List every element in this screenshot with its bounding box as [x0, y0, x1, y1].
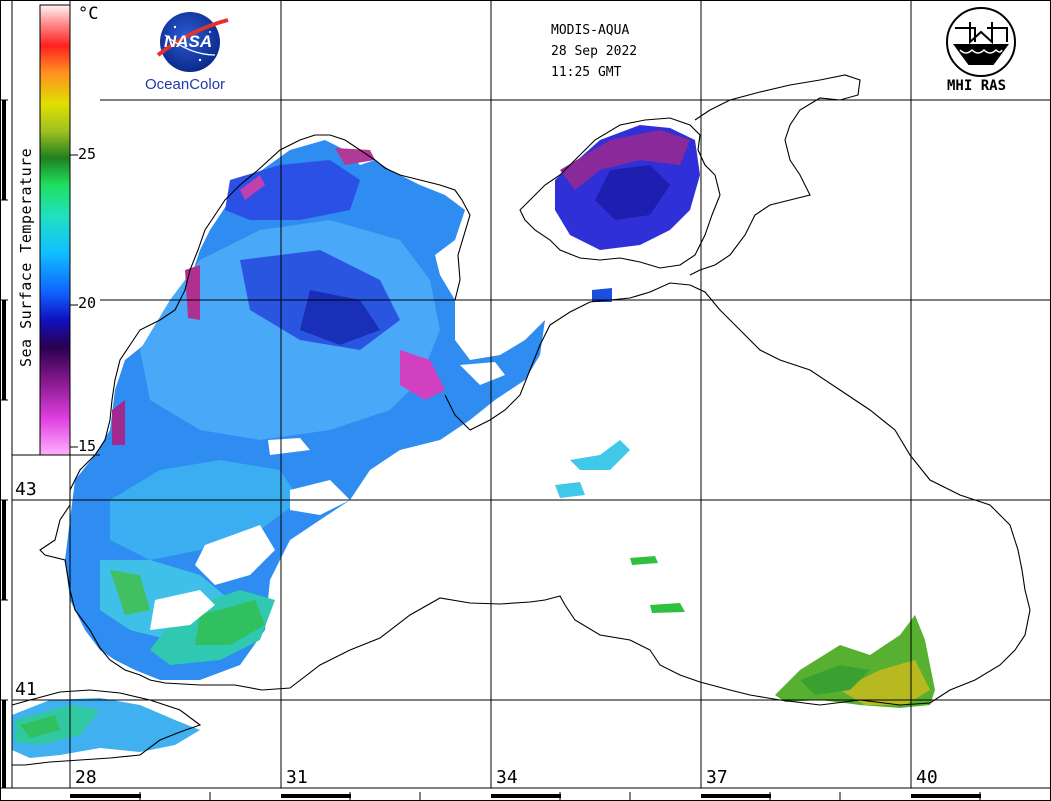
- coastline: [11, 74, 1031, 766]
- sst-west-basin: [65, 140, 545, 680]
- cloud-masks: [150, 362, 505, 630]
- date-label: 28 Sep 2022: [551, 44, 638, 59]
- time-label: 11:25 GMT: [551, 65, 622, 80]
- colorbar-tick: 25: [78, 145, 97, 163]
- sst-azov: [555, 125, 700, 302]
- longitude-label: 28: [75, 767, 97, 788]
- colorbar-tick: 20: [78, 294, 97, 312]
- sst-marmara: [12, 698, 200, 758]
- nasa-logo: [156, 12, 229, 72]
- nasa-wordmark: NASA: [164, 32, 213, 51]
- longitude-label: 34: [496, 767, 518, 788]
- colorbar-title: Sea Surface Temperature: [17, 147, 35, 367]
- colorbar-tick: 15: [78, 437, 97, 455]
- latitude-label: 43: [15, 479, 37, 500]
- longitude-label: 37: [706, 767, 728, 788]
- latitude-label: 41: [15, 679, 37, 700]
- mhi-logo: [946, 7, 1016, 77]
- colorbar-unit: °C: [78, 4, 99, 24]
- sst-east-patches: [555, 440, 935, 708]
- satellite-label: MODIS-AQUA: [551, 23, 630, 38]
- oceancolor-label: OceanColor: [145, 76, 226, 93]
- longitude-label: 40: [916, 767, 938, 788]
- longitude-label: 31: [286, 767, 308, 788]
- colorbar: [39, 4, 78, 456]
- mhi-label: MHI RAS: [947, 78, 1007, 94]
